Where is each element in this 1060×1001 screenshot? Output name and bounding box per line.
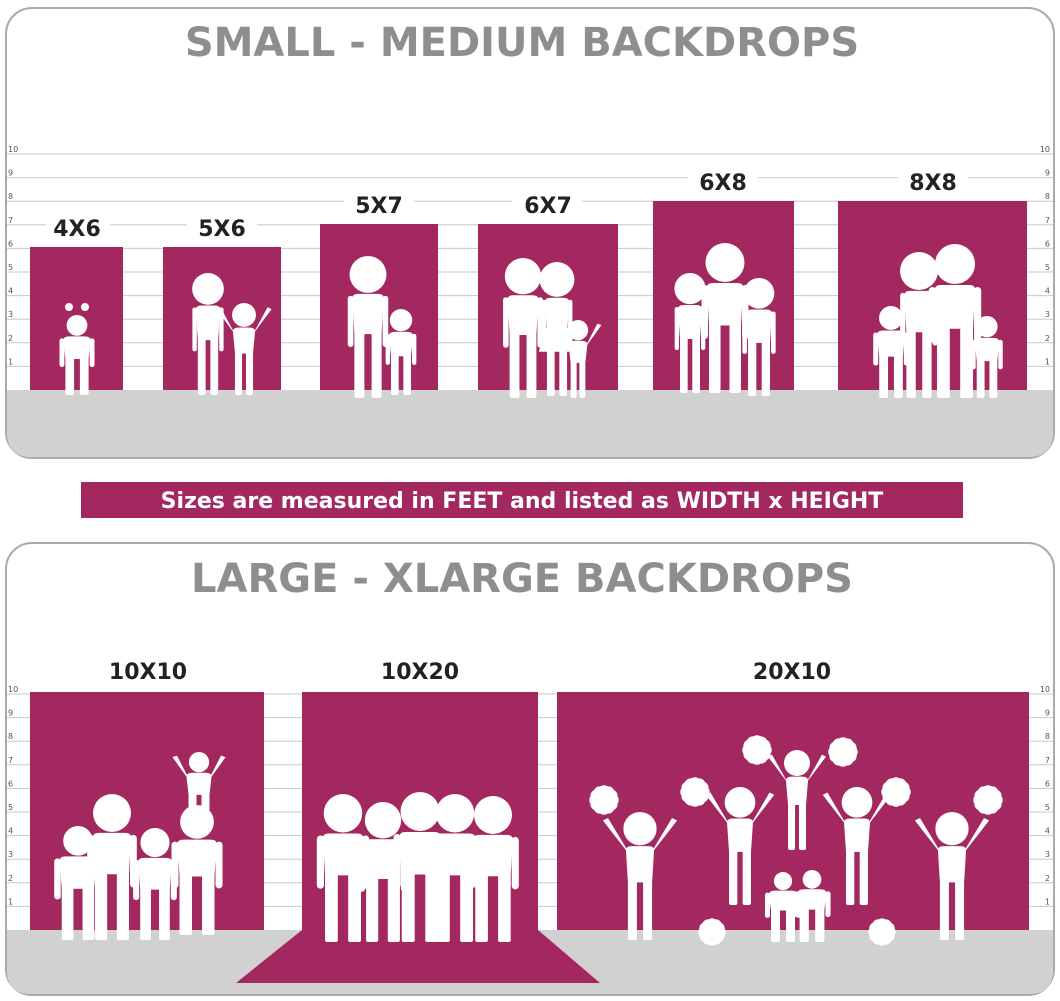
note-band-background <box>81 482 963 518</box>
child-icon <box>59 315 95 395</box>
pom-pom-icon <box>828 737 858 767</box>
large-height-scale-left: 1 2 3 4 5 6 7 8 9 10 <box>8 685 18 906</box>
large-silhouettes <box>54 735 1003 946</box>
height-tick-label: 2 <box>8 334 13 343</box>
cheerleader-icon <box>914 812 990 940</box>
child-icon <box>971 316 1003 398</box>
height-tick-label: 2 <box>1045 874 1050 883</box>
height-tick-label: 8 <box>1045 192 1050 201</box>
label-5x7: 5X7 <box>355 194 403 219</box>
height-tick-label: 10 <box>8 145 18 154</box>
cheerleader-icon <box>705 787 775 905</box>
pom-pom-icon <box>868 918 896 946</box>
height-tick-label: 9 <box>1045 169 1050 178</box>
woman-icon <box>192 273 224 395</box>
child-icon <box>385 309 417 395</box>
child-icon <box>54 826 102 940</box>
measurement-note: Sizes are measured in FEET and listed as… <box>161 489 884 514</box>
height-tick-label: 5 <box>8 803 13 812</box>
height-tick-label: 5 <box>8 263 13 272</box>
pom-pom-icon <box>698 918 726 946</box>
man-icon <box>701 243 749 393</box>
height-tick-label: 5 <box>1045 263 1050 272</box>
person-silhouette-icon <box>467 796 519 942</box>
height-tick-label: 7 <box>1045 756 1050 765</box>
height-tick-label: 6 <box>1045 239 1050 248</box>
height-tick-label: 2 <box>8 874 13 883</box>
small-height-scale-right: 1 2 3 4 5 6 7 8 9 10 <box>1040 145 1050 366</box>
label-5x6: 5X6 <box>198 217 246 242</box>
height-tick-label: 4 <box>8 287 13 296</box>
height-tick-label: 8 <box>1045 732 1050 741</box>
height-tick-label: 3 <box>8 310 13 319</box>
teen-icon <box>742 278 776 396</box>
height-tick-label: 5 <box>1045 803 1050 812</box>
height-tick-label: 6 <box>8 239 13 248</box>
height-tick-label: 4 <box>8 827 13 836</box>
pom-pom-icon <box>680 777 710 807</box>
height-tick-label: 2 <box>1045 334 1050 343</box>
man-icon <box>928 243 982 398</box>
small-medium-panel: SMALL - MEDIUM BACKDROPS 1 2 3 4 5 6 7 8 9 10 1 2 3… <box>5 7 1055 459</box>
height-tick-label: 1 <box>8 897 13 906</box>
small-silhouettes <box>59 243 1003 398</box>
height-tick-label: 6 <box>8 779 13 788</box>
pom-pom-icon <box>881 777 911 807</box>
pom-pom-icon <box>973 785 1003 815</box>
height-tick-label: 1 <box>8 357 13 366</box>
height-tick-label: 3 <box>8 850 13 859</box>
cheerleader-icon <box>822 787 892 905</box>
large-height-scale-right: 1 2 3 4 5 6 7 8 9 10 <box>1040 685 1050 906</box>
height-tick-label: 3 <box>1045 850 1050 859</box>
height-tick-label: 10 <box>8 685 18 694</box>
measurement-note-band: Sizes are measured in FEET and listed as… <box>81 482 963 518</box>
label-6x8: 6X8 <box>699 171 747 196</box>
pom-pom-icon <box>742 735 772 765</box>
label-20x10: 20X10 <box>753 660 831 685</box>
height-tick-label: 6 <box>1045 779 1050 788</box>
height-tick-label: 9 <box>8 709 13 718</box>
small-floor <box>7 390 1053 457</box>
label-10x20: 10X20 <box>381 660 459 685</box>
height-tick-label: 4 <box>1045 287 1050 296</box>
height-tick-label: 9 <box>8 169 13 178</box>
label-10x10: 10X10 <box>109 660 187 685</box>
height-tick-label: 9 <box>1045 709 1050 718</box>
small-section-title: SMALL - MEDIUM BACKDROPS <box>185 20 859 66</box>
height-tick-label: 7 <box>8 216 13 225</box>
person-silhouette-icon <box>393 792 447 942</box>
small-height-scale-left: 1 2 3 4 5 6 7 8 9 10 <box>8 145 18 366</box>
cheerleader-icon <box>602 812 678 940</box>
cheerleader-sitting-icon <box>793 870 831 942</box>
height-tick-label: 10 <box>1040 145 1050 154</box>
height-tick-label: 1 <box>1045 897 1050 906</box>
height-tick-label: 3 <box>1045 310 1050 319</box>
man-icon <box>87 794 137 940</box>
height-tick-label: 8 <box>8 732 13 741</box>
height-tick-label: 7 <box>8 756 13 765</box>
label-4x6: 4X6 <box>53 217 101 242</box>
child-arms-up-icon <box>554 320 602 398</box>
man-icon <box>503 258 543 398</box>
man-icon <box>347 256 389 398</box>
large-xlarge-panel: LARGE - XLARGE BACKDROPS 1 2 3 4 5 6 7 8 9 10 1 2 3… <box>5 542 1055 996</box>
label-8x8: 8X8 <box>909 171 957 196</box>
child-arms-up-icon <box>216 303 272 395</box>
height-tick-label: 7 <box>1045 216 1050 225</box>
height-tick-label: 4 <box>1045 827 1050 836</box>
woman-icon <box>538 262 576 396</box>
height-tick-label: 8 <box>8 192 13 201</box>
height-tick-label: 10 <box>1040 685 1050 694</box>
child-arms-up-icon <box>172 752 226 830</box>
backdrop-10x20-floor-sweep <box>236 930 600 983</box>
large-section-title: LARGE - XLARGE BACKDROPS <box>191 556 853 602</box>
pigtail-icon <box>65 303 73 311</box>
pom-pom-icon <box>589 785 619 815</box>
label-6x7: 6X7 <box>524 194 572 219</box>
height-tick-label: 1 <box>1045 357 1050 366</box>
cheerleader-icon <box>768 750 826 850</box>
pigtail-icon <box>81 303 89 311</box>
person-silhouette-icon <box>316 794 370 942</box>
